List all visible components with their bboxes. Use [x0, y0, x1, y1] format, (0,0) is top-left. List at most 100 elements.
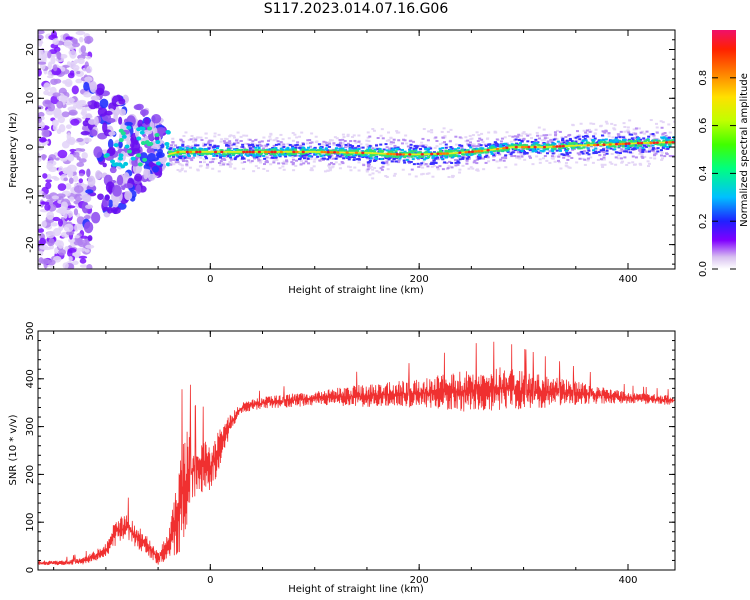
spectrogram-cell — [537, 144, 541, 147]
spectrogram-cell — [215, 147, 219, 150]
spectrogram-cell — [560, 136, 564, 139]
spectrogram-cell — [43, 246, 52, 251]
spectrogram-cell — [594, 128, 598, 131]
spectrogram-cell — [528, 156, 532, 159]
spectrogram-cell — [598, 139, 602, 142]
spectrogram-cell — [210, 158, 214, 161]
spectrogram-cell — [337, 149, 341, 152]
spectrogram-cell — [272, 161, 276, 164]
spectrogram-cell — [368, 167, 372, 170]
spectrogram-cell — [581, 140, 585, 143]
spectrogram-cell — [374, 147, 378, 150]
spectrogram-cell — [268, 148, 272, 151]
spectrogram-cell — [175, 154, 179, 157]
spectrogram-cell — [407, 156, 411, 159]
spectrogram-cell — [194, 138, 198, 141]
spectrogram-cell — [256, 158, 260, 161]
spectrogram-cell — [406, 145, 410, 148]
spectrogram-cell — [355, 158, 359, 161]
spectrogram-cell — [523, 152, 527, 155]
spectrogram-peak — [430, 152, 434, 156]
spectrogram-cell — [539, 134, 543, 137]
spectrogram-cell — [430, 131, 434, 134]
spectrogram-cell — [58, 124, 66, 133]
spectrogram-cell — [621, 145, 625, 148]
spectrogram-cell — [453, 148, 457, 151]
spectrogram-cell — [514, 138, 518, 141]
spectrogram-cell — [511, 135, 515, 138]
spectrogram-cell — [294, 147, 298, 150]
spectrogram-cell — [519, 134, 523, 137]
spectrogram-cell — [202, 144, 206, 147]
spectrogram-cell — [561, 153, 565, 156]
spectrogram-cell — [346, 142, 350, 145]
spectrogram-peak — [464, 150, 468, 154]
spectrogram-cell — [327, 164, 331, 167]
spectrogram-cell — [542, 157, 546, 160]
spectrogram-peak — [655, 141, 659, 144]
colorbar-label: Normalized spectral amplitude — [739, 73, 750, 227]
spectrogram-cell — [219, 156, 223, 159]
spectrogram-cell — [190, 149, 194, 152]
spectrogram-cell — [169, 163, 173, 166]
spectrogram-cell — [213, 146, 217, 149]
spectrogram-cell — [428, 146, 432, 149]
spectrogram-cell — [38, 34, 44, 40]
spectrogram-cell — [535, 141, 539, 144]
spectrogram-cell — [419, 151, 423, 154]
spectrogram-cell — [302, 162, 306, 165]
spectrogram-cell — [215, 152, 219, 155]
spectrogram-cell — [291, 163, 295, 166]
spectrogram-cell — [627, 143, 631, 146]
spectrogram-cell — [572, 141, 576, 144]
spectrogram-cell — [465, 149, 469, 152]
spectrogram-cell — [250, 160, 254, 163]
spectrogram-cell — [601, 130, 605, 133]
spectrogram-cell — [284, 162, 288, 165]
snr-x-axis-label: Height of straight line (km) — [288, 584, 424, 595]
spectrogram-cell — [219, 160, 223, 163]
spectrogram-cell — [403, 157, 407, 160]
spectrogram-cell — [57, 149, 68, 159]
spectrogram-cell — [233, 148, 237, 151]
spectrogram-cell — [299, 159, 303, 162]
spectrogram-cell — [300, 155, 304, 158]
spectrogram-cell — [593, 132, 597, 135]
spectrogram-cell — [272, 149, 276, 152]
spectrogram-cell — [545, 137, 549, 140]
spectrogram-cell — [575, 161, 579, 164]
spectrogram-cell — [535, 143, 539, 146]
spectrogram-cell — [243, 161, 247, 164]
spectrogram-cell — [106, 206, 113, 214]
spectrogram-cell — [215, 154, 219, 157]
spectrogram-cell — [503, 136, 507, 139]
spectrogram-cell — [259, 159, 263, 162]
spectrogram-cell — [586, 159, 590, 162]
spectrogram-cell — [644, 150, 648, 153]
spectrogram-cell — [643, 155, 647, 158]
spectrogram-peak — [320, 150, 324, 154]
spectrogram-cell — [633, 145, 637, 148]
spectrogram-cell — [73, 151, 80, 158]
spectrogram-cell — [185, 163, 189, 166]
spectrogram-cell — [414, 149, 418, 152]
spectrogram-cell — [293, 149, 297, 152]
spectrogram-peak — [329, 150, 334, 154]
spectrogram-cell — [552, 143, 556, 146]
spectrogram-cell — [279, 141, 283, 144]
spectrogram-cell — [252, 153, 256, 156]
spectrogram-cell — [536, 134, 540, 137]
spectrogram-cell — [281, 152, 285, 155]
spectrogram-cell — [392, 155, 396, 158]
spectrogram-cell — [566, 158, 570, 161]
spectrogram-cell — [348, 147, 352, 150]
spectrogram-peak — [561, 144, 565, 148]
snr-y-tick-label: 0 — [25, 567, 36, 573]
spectrogram-cell — [167, 155, 171, 158]
spectrogram-cell — [626, 147, 630, 150]
spectrogram-cell — [428, 154, 432, 157]
spectrogram-cell — [502, 144, 506, 147]
spectrogram-cell — [93, 146, 103, 158]
spectrogram-cell — [545, 159, 549, 162]
